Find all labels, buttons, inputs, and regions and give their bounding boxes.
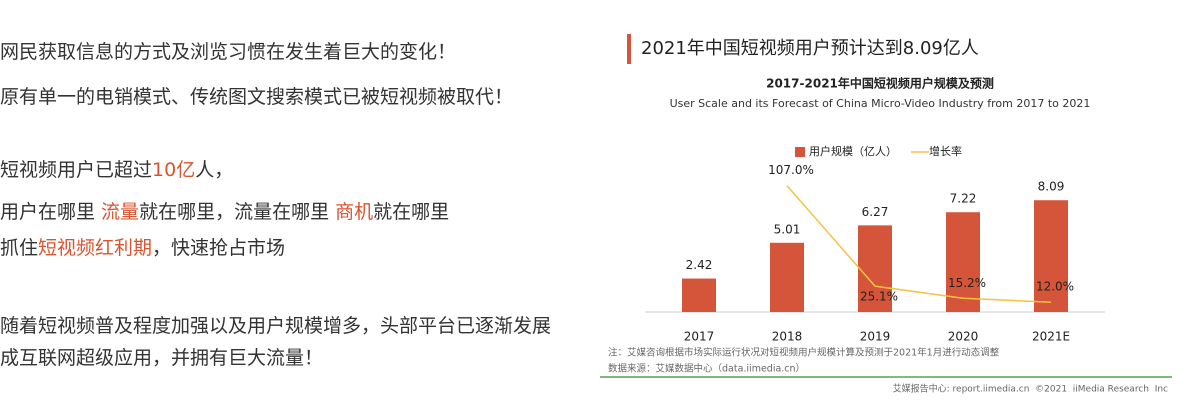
data-label: 2.42 (686, 258, 713, 272)
highlight-text: 商机 (335, 201, 373, 223)
text-run: 就在哪里 (373, 201, 449, 223)
data-label: 15.2% (948, 276, 986, 290)
highlight-text: 短视频红利期 (38, 237, 152, 259)
text-run: 人， (195, 159, 233, 181)
text-run: 用户在哪里 (0, 201, 101, 223)
body-line: 随着短视频普及程度加强以及用户规模增多，头部平台已逐渐发展 (0, 315, 551, 337)
bar (682, 278, 716, 312)
bar (946, 212, 980, 312)
data-label: 6.27 (862, 205, 889, 219)
legend-swatch (795, 147, 805, 157)
bar (770, 242, 804, 312)
data-label: 12.0% (1036, 280, 1074, 294)
footer: 艾媒报告中心: report.iimedia.cn ©2021 iiMedia … (893, 383, 1168, 395)
data-label: 25.1% (860, 290, 898, 304)
text-run: 短视频用户已超过 (0, 159, 152, 181)
legend-label: 用户规模（亿人） (809, 144, 897, 158)
note: 注：艾媒咨询根据市场实际运行状况对短视频用户规模计算及预测于2021年1月进行动… (608, 347, 1000, 359)
body-line: 网民获取信息的方式及浏览习惯在发生着巨大的变化！ (0, 41, 456, 63)
body-line: 成互联网超级应用，并拥有巨大流量！ (0, 347, 323, 369)
data-label: 7.22 (950, 192, 977, 206)
x-tick-label: 2017 (684, 330, 715, 344)
text-run: ，快速抢占市场 (152, 237, 285, 259)
line (786, 185, 1052, 303)
x-tick-label: 2020 (948, 330, 979, 344)
text-run: 就在哪里，流量在哪里 (139, 201, 335, 223)
data-label: 107.0% (768, 163, 814, 177)
body-line: 原有单一的电销模式、传统图文搜索模式已被短视频被取代！ (0, 86, 513, 108)
highlight-text: 流量 (101, 201, 139, 223)
chart-title: 2017-2021年中国短视频用户规模及预测 (766, 76, 994, 91)
body-line: 抓住短视频红利期，快速抢占市场 (0, 237, 285, 259)
source: 数据来源：艾媒数据中心（data.iimedia.cn） (608, 363, 805, 375)
chart-subtitle: User Scale and its Forecast of China Mic… (670, 97, 1091, 110)
text-run: 抓住 (0, 237, 38, 259)
x-tick-label: 2018 (772, 330, 803, 344)
x-tick-label: 2021E (1032, 330, 1070, 344)
text-run: 原有单一的电销模式、传统图文搜索模式已被短视频被取代！ (0, 86, 513, 108)
header: 2021年中国短视频用户预计达到8.09亿人 (641, 38, 979, 59)
data-label: 8.09 (1038, 180, 1065, 194)
bar (858, 225, 892, 312)
bar (1034, 200, 1068, 312)
legend-label: 增长率 (929, 144, 962, 158)
body-line: 用户在哪里 流量就在哪里，流量在哪里 商机就在哪里 (0, 201, 449, 223)
text-run: 网民获取信息的方式及浏览习惯在发生着巨大的变化！ (0, 41, 456, 63)
text-run: 成互联网超级应用，并拥有巨大流量！ (0, 347, 323, 369)
data-label: 5.01 (774, 222, 801, 236)
header-bar (627, 34, 631, 64)
x-tick-label: 2019 (860, 330, 891, 344)
highlight-text: 10亿 (152, 159, 195, 181)
body-line: 短视频用户已超过10亿人， (0, 159, 233, 181)
text-run: 随着短视频普及程度加强以及用户规模增多，头部平台已逐渐发展 (0, 315, 551, 337)
